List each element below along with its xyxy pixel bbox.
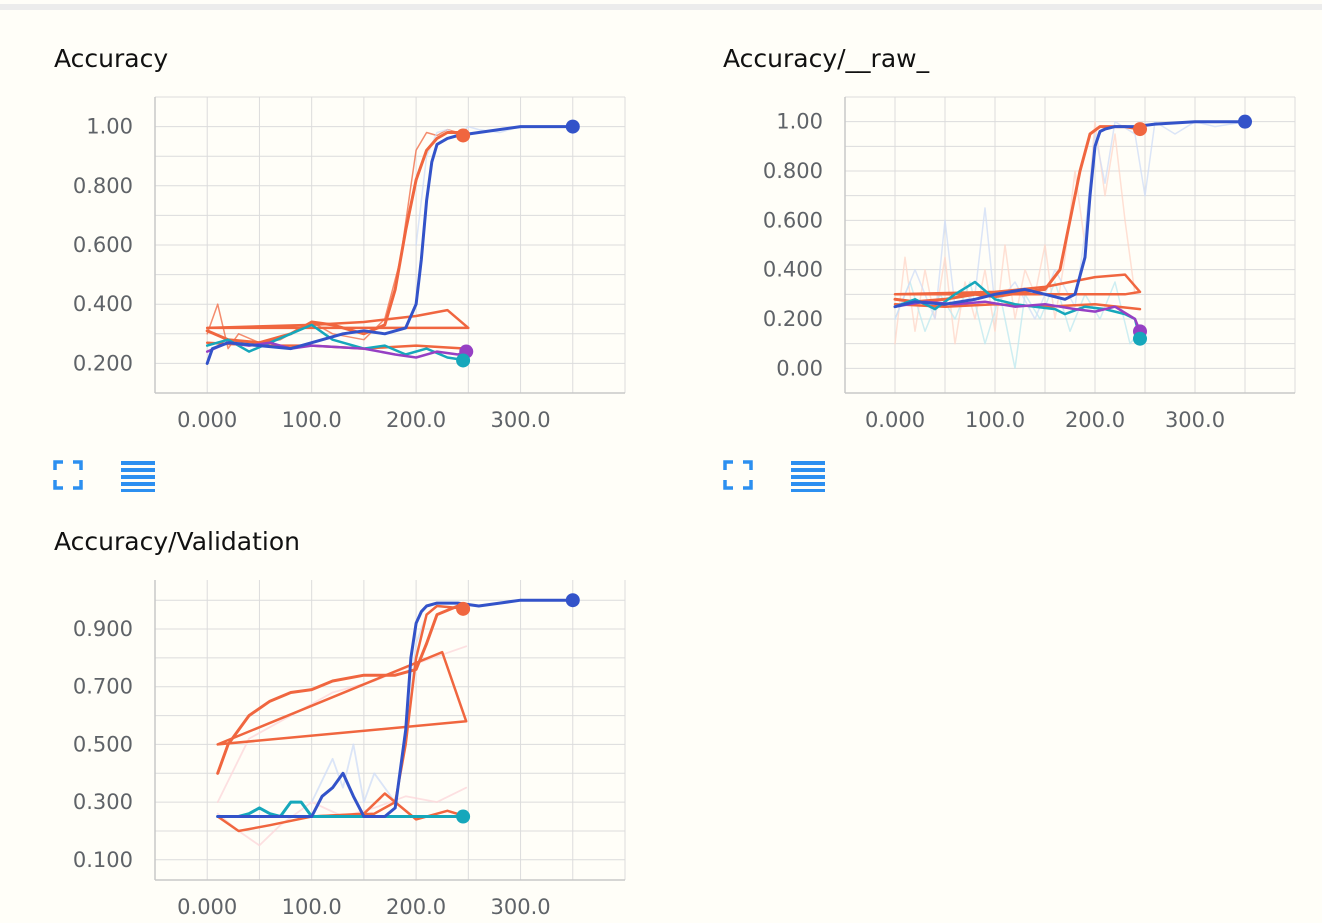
y-tick-label: 0.00: [776, 356, 823, 380]
cyan-series-end-point[interactable]: [456, 353, 471, 368]
smoothed-blue-series-line: [216, 598, 575, 818]
smoothed-cyan-series-line: [205, 323, 468, 362]
x-tick-label: 100.0: [282, 408, 342, 432]
x-tick-label: 300.0: [490, 895, 550, 919]
cyan-series-end-point[interactable]: [456, 809, 471, 824]
expand-icon[interactable]: [721, 458, 755, 492]
accuracy-raw-chart: 0.000 100.0 200.0 300.0 0.00 0.200 0.400 0.600 0…: [763, 96, 1296, 432]
smoothed-orange-series-line: [216, 604, 468, 775]
y-tick-label: 0.100: [73, 848, 133, 872]
data-table-icon[interactable]: [121, 458, 155, 492]
chart-toolbar: [721, 458, 825, 492]
x-tick-label: 0.000: [865, 408, 925, 432]
orange-series-end-point[interactable]: [456, 128, 471, 143]
grid: [154, 580, 626, 880]
y-tick-label: 0.700: [73, 675, 133, 699]
smoothed-orange-series-line: [205, 131, 468, 345]
accuracy-validation-chart: 0.000 100.0 200.0 300.0 0.100 0.300 0.500 0.700…: [73, 580, 626, 919]
raw-light_blue-series-line: [894, 120, 1246, 320]
y-tick-label: 0.900: [73, 617, 133, 641]
x-tick-label: 100.0: [282, 895, 342, 919]
y-tick-label: 1.00: [776, 110, 823, 134]
cyan-series-end-point[interactable]: [1133, 331, 1147, 346]
smoothed-orange-series-line: [205, 308, 470, 330]
x-tick-label: 0.000: [177, 408, 237, 432]
y-tick-label: 0.800: [763, 159, 823, 183]
orange-series-end-point[interactable]: [1133, 122, 1147, 137]
grid: [844, 96, 1296, 394]
x-tick-label: 200.0: [386, 895, 446, 919]
blue-series-end-point[interactable]: [1238, 114, 1252, 129]
series-group: [205, 125, 575, 365]
blue-series-end-point[interactable]: [565, 119, 580, 134]
y-tick-label: 1.00: [86, 115, 133, 139]
x-tick-label: 0.000: [177, 895, 237, 919]
y-tick-label: 0.600: [73, 233, 133, 257]
data-table-icon[interactable]: [791, 458, 825, 492]
y-tick-label: 0.400: [73, 292, 133, 316]
y-tick-label: 0.600: [763, 208, 823, 232]
raw-light_pink-series-line: [216, 786, 468, 847]
smoothed-orange-series-line: [216, 650, 468, 746]
chart-toolbar: [51, 458, 155, 492]
chart-title: Accuracy: [54, 44, 169, 73]
x-tick-label: 300.0: [490, 408, 550, 432]
top-divider: [0, 4, 1322, 10]
y-tick-label: 0.400: [763, 258, 823, 282]
x-tick-label: 100.0: [965, 408, 1025, 432]
x-tick-label: 300.0: [1165, 408, 1225, 432]
y-tick-label: 0.300: [73, 790, 133, 814]
series-group: [216, 598, 575, 847]
y-tick-label: 0.800: [73, 174, 133, 198]
blue-series-end-point[interactable]: [565, 593, 580, 608]
x-tick-label: 200.0: [386, 408, 446, 432]
x-tick-label: 200.0: [1065, 408, 1125, 432]
y-tick-label: 0.500: [73, 732, 133, 756]
expand-icon[interactable]: [51, 458, 85, 492]
y-tick-label: 0.200: [73, 351, 133, 375]
orange-series-end-point[interactable]: [456, 601, 471, 616]
y-tick-label: 0.200: [763, 307, 823, 331]
smoothed-orange-series-line: [216, 604, 468, 833]
accuracy-chart: 0.000 100.0 200.0 300.0 0.200 0.400 0.600 0.800…: [73, 96, 626, 432]
smoothed-orange-series-line: [893, 125, 1142, 304]
chart-title: Accuracy/Validation: [54, 527, 301, 556]
smoothed-blue-series-line: [205, 125, 575, 365]
chart-title: Accuracy/__raw_: [723, 44, 930, 73]
